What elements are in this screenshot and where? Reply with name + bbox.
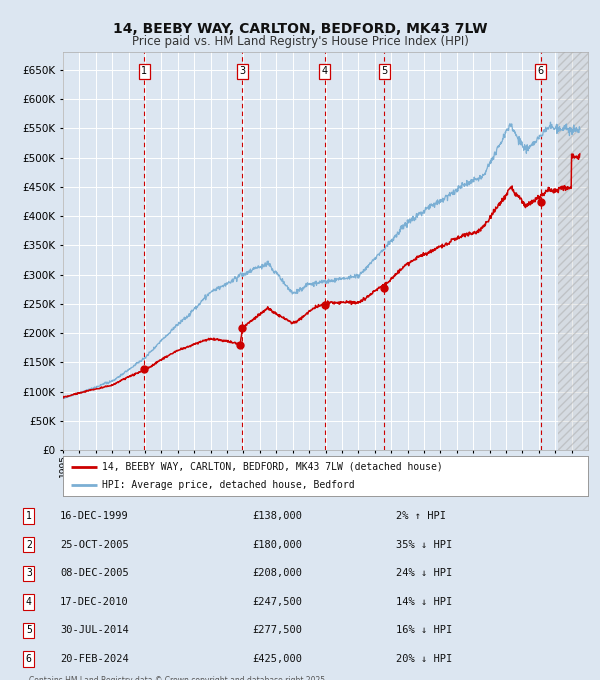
Text: £425,000: £425,000 bbox=[252, 654, 302, 664]
Text: 5: 5 bbox=[26, 626, 32, 635]
Text: 16-DEC-1999: 16-DEC-1999 bbox=[60, 511, 129, 521]
Text: 25-OCT-2005: 25-OCT-2005 bbox=[60, 540, 129, 549]
Text: 14, BEEBY WAY, CARLTON, BEDFORD, MK43 7LW (detached house): 14, BEEBY WAY, CARLTON, BEDFORD, MK43 7L… bbox=[103, 462, 443, 472]
Text: 08-DEC-2005: 08-DEC-2005 bbox=[60, 568, 129, 578]
Text: 20% ↓ HPI: 20% ↓ HPI bbox=[396, 654, 452, 664]
Text: £138,000: £138,000 bbox=[252, 511, 302, 521]
Text: 1: 1 bbox=[142, 66, 148, 76]
Text: 2: 2 bbox=[26, 540, 32, 549]
Text: HPI: Average price, detached house, Bedford: HPI: Average price, detached house, Bedf… bbox=[103, 480, 355, 490]
Text: 17-DEC-2010: 17-DEC-2010 bbox=[60, 597, 129, 607]
Text: 35% ↓ HPI: 35% ↓ HPI bbox=[396, 540, 452, 549]
Text: 14% ↓ HPI: 14% ↓ HPI bbox=[396, 597, 452, 607]
Text: £208,000: £208,000 bbox=[252, 568, 302, 578]
Text: 3: 3 bbox=[26, 568, 32, 578]
Text: 2% ↑ HPI: 2% ↑ HPI bbox=[396, 511, 446, 521]
Text: £247,500: £247,500 bbox=[252, 597, 302, 607]
Text: 30-JUL-2014: 30-JUL-2014 bbox=[60, 626, 129, 635]
Bar bbox=[558, 52, 588, 450]
Text: 4: 4 bbox=[322, 66, 328, 76]
Bar bbox=[558, 52, 588, 450]
Text: 14, BEEBY WAY, CARLTON, BEDFORD, MK43 7LW: 14, BEEBY WAY, CARLTON, BEDFORD, MK43 7L… bbox=[113, 22, 487, 36]
Text: 3: 3 bbox=[239, 66, 245, 76]
Text: 6: 6 bbox=[538, 66, 544, 76]
Text: Contains HM Land Registry data © Crown copyright and database right 2025.
This d: Contains HM Land Registry data © Crown c… bbox=[29, 676, 328, 680]
Text: 1: 1 bbox=[26, 511, 32, 521]
Text: Price paid vs. HM Land Registry's House Price Index (HPI): Price paid vs. HM Land Registry's House … bbox=[131, 35, 469, 48]
Text: £277,500: £277,500 bbox=[252, 626, 302, 635]
Text: £180,000: £180,000 bbox=[252, 540, 302, 549]
Text: 6: 6 bbox=[26, 654, 32, 664]
Text: 4: 4 bbox=[26, 597, 32, 607]
Text: 20-FEB-2024: 20-FEB-2024 bbox=[60, 654, 129, 664]
Text: 24% ↓ HPI: 24% ↓ HPI bbox=[396, 568, 452, 578]
Text: 16% ↓ HPI: 16% ↓ HPI bbox=[396, 626, 452, 635]
Text: 5: 5 bbox=[381, 66, 388, 76]
